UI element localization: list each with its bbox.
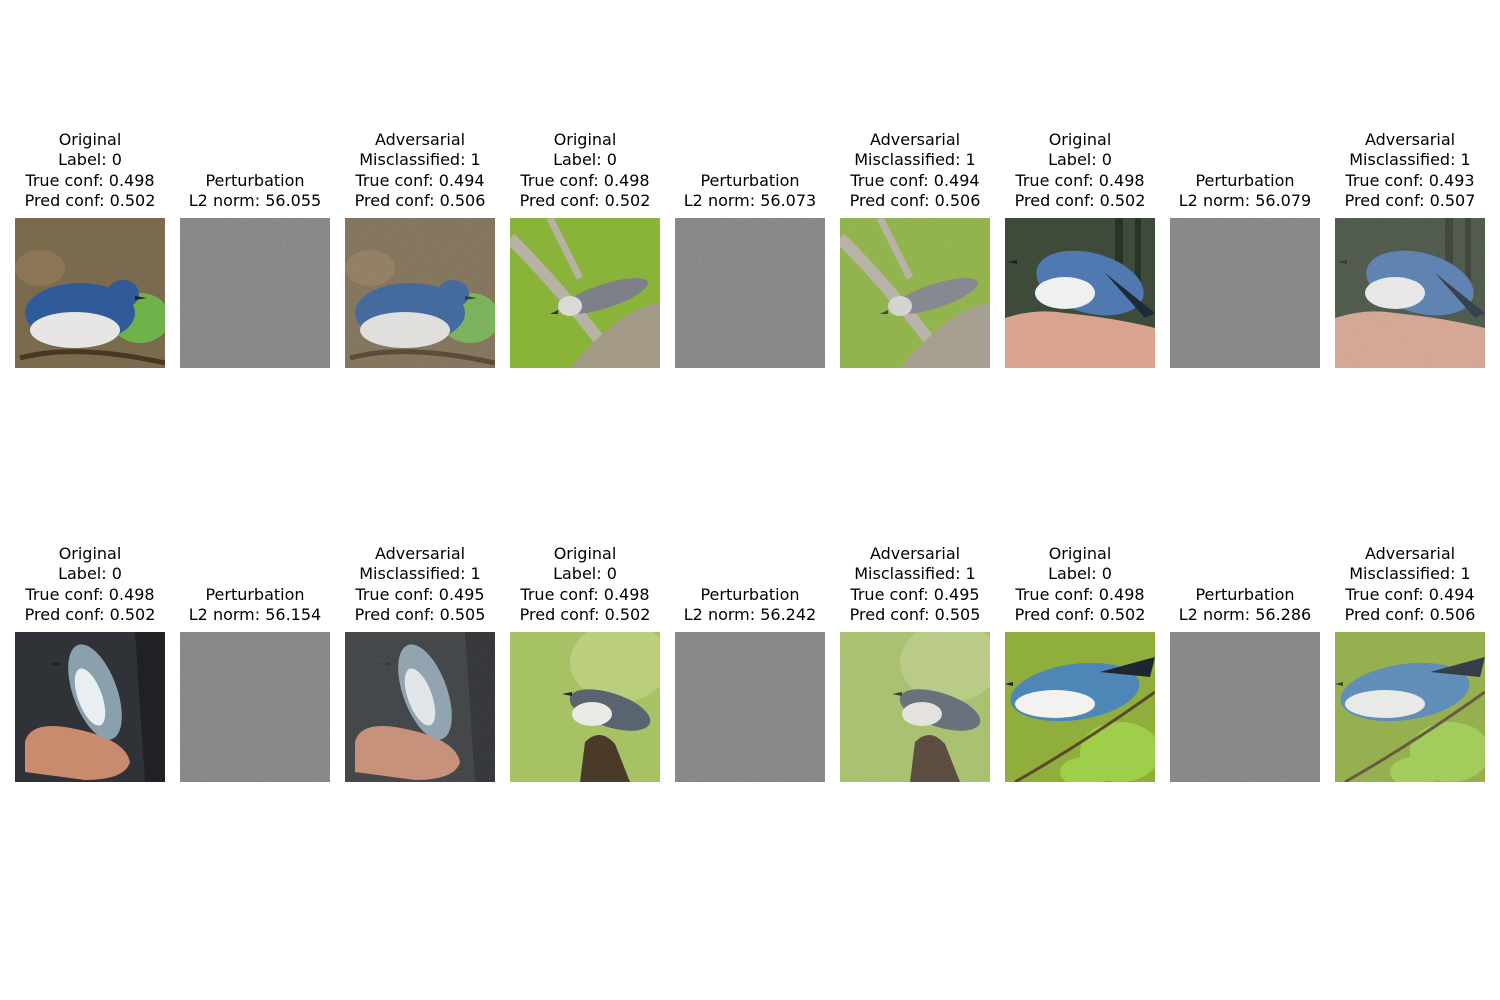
title-line: L2 norm: 56.154: [160, 605, 350, 626]
title-line: Misclassified: 1: [325, 564, 515, 585]
title-line: Pred conf: 0.502: [0, 605, 185, 626]
title-line: Perturbation: [160, 171, 350, 192]
title-line: L2 norm: 56.073: [655, 191, 845, 212]
title-line: Misclassified: 1: [820, 564, 1010, 585]
adversarial-bird-image: [1335, 632, 1485, 782]
title-line: Pred conf: 0.506: [325, 191, 515, 212]
title-line: True conf: 0.495: [820, 585, 1010, 606]
title-line: Pred conf: 0.505: [325, 605, 515, 626]
adversarial-title: Adversarial Misclassified: 1 True conf: 0.…: [325, 544, 515, 626]
title-line: Adversarial: [1315, 130, 1500, 151]
title-line: Adversarial: [325, 544, 515, 565]
title-line: L2 norm: 56.055: [160, 191, 350, 212]
title-line: Adversarial: [820, 544, 1010, 565]
perturbation-title: Perturbation L2 norm: 56.154: [160, 585, 350, 626]
title-line: Pred conf: 0.507: [1315, 191, 1500, 212]
perturbation-image: [675, 218, 825, 368]
title-line: True conf: 0.495: [325, 585, 515, 606]
adversarial-title: Adversarial Misclassified: 1 True conf: 0.…: [820, 544, 1010, 626]
title-line: L2 norm: 56.079: [1150, 191, 1340, 212]
title-line: True conf: 0.494: [820, 171, 1010, 192]
title-line: Label: 0: [0, 150, 185, 171]
title-line: Adversarial: [1315, 544, 1500, 565]
title-line: Misclassified: 1: [820, 150, 1010, 171]
original-title: Original Label: 0 True conf: 0.498 Pred con…: [490, 130, 680, 212]
title-line: Pred conf: 0.502: [985, 605, 1175, 626]
title-line: True conf: 0.494: [1315, 585, 1500, 606]
original-bird-image: [15, 218, 165, 368]
original-title: Original Label: 0 True conf: 0.498 Pred con…: [490, 544, 680, 626]
title-line: True conf: 0.498: [490, 585, 680, 606]
title-line: Original: [985, 544, 1175, 565]
perturbation-image: [180, 632, 330, 782]
title-line: True conf: 0.494: [325, 171, 515, 192]
title-line: True conf: 0.498: [490, 171, 680, 192]
perturbation-title: Perturbation L2 norm: 56.286: [1150, 585, 1340, 626]
original-bird-image: [1005, 218, 1155, 368]
title-line: Perturbation: [160, 585, 350, 606]
title-line: Original: [490, 544, 680, 565]
title-line: Pred conf: 0.502: [490, 191, 680, 212]
original-bird-image: [1005, 632, 1155, 782]
title-line: Label: 0: [490, 150, 680, 171]
perturbation-title: Perturbation L2 norm: 56.055: [160, 171, 350, 212]
title-line: Original: [0, 544, 185, 565]
adversarial-title: Adversarial Misclassified: 1 True conf: 0.…: [1315, 544, 1500, 626]
title-line: Perturbation: [1150, 171, 1340, 192]
original-bird-image: [510, 632, 660, 782]
original-title: Original Label: 0 True conf: 0.498 Pred con…: [985, 544, 1175, 626]
perturbation-image: [180, 218, 330, 368]
title-line: Pred conf: 0.505: [820, 605, 1010, 626]
title-line: Pred conf: 0.502: [490, 605, 680, 626]
title-line: Pred conf: 0.502: [985, 191, 1175, 212]
title-line: Misclassified: 1: [1315, 150, 1500, 171]
original-bird-image: [510, 218, 660, 368]
title-line: Label: 0: [985, 150, 1175, 171]
title-line: Label: 0: [0, 564, 185, 585]
perturbation-image: [675, 632, 825, 782]
title-line: Original: [0, 130, 185, 151]
original-bird-image: [15, 632, 165, 782]
title-line: Pred conf: 0.502: [0, 191, 185, 212]
title-line: Original: [985, 130, 1175, 151]
title-line: Perturbation: [1150, 585, 1340, 606]
title-line: Adversarial: [820, 130, 1010, 151]
perturbation-image: [1170, 218, 1320, 368]
title-line: Misclassified: 1: [1315, 564, 1500, 585]
adversarial-bird-image: [1335, 218, 1485, 368]
title-line: Perturbation: [655, 585, 845, 606]
title-line: Pred conf: 0.506: [1315, 605, 1500, 626]
title-line: L2 norm: 56.242: [655, 605, 845, 626]
title-line: Adversarial: [325, 130, 515, 151]
title-line: Pred conf: 0.506: [820, 191, 1010, 212]
adversarial-title: Adversarial Misclassified: 1 True conf: 0.…: [820, 130, 1010, 212]
perturbation-image: [1170, 632, 1320, 782]
title-line: True conf: 0.498: [985, 585, 1175, 606]
original-title: Original Label: 0 True conf: 0.498 Pred con…: [985, 130, 1175, 212]
adversarial-bird-image: [345, 632, 495, 782]
title-line: Label: 0: [490, 564, 680, 585]
title-line: Original: [490, 130, 680, 151]
title-line: True conf: 0.493: [1315, 171, 1500, 192]
original-title: Original Label: 0 True conf: 0.498 Pred con…: [0, 130, 185, 212]
title-line: True conf: 0.498: [0, 585, 185, 606]
perturbation-title: Perturbation L2 norm: 56.079: [1150, 171, 1340, 212]
title-line: L2 norm: 56.286: [1150, 605, 1340, 626]
title-line: Perturbation: [655, 171, 845, 192]
perturbation-title: Perturbation L2 norm: 56.242: [655, 585, 845, 626]
original-title: Original Label: 0 True conf: 0.498 Pred con…: [0, 544, 185, 626]
adversarial-bird-image: [840, 218, 990, 368]
title-line: True conf: 0.498: [0, 171, 185, 192]
title-line: Label: 0: [985, 564, 1175, 585]
adversarial-title: Adversarial Misclassified: 1 True conf: 0.…: [1315, 130, 1500, 212]
adversarial-bird-image: [840, 632, 990, 782]
perturbation-title: Perturbation L2 norm: 56.073: [655, 171, 845, 212]
title-line: Misclassified: 1: [325, 150, 515, 171]
adversarial-bird-image: [345, 218, 495, 368]
adversarial-title: Adversarial Misclassified: 1 True conf: 0.…: [325, 130, 515, 212]
title-line: True conf: 0.498: [985, 171, 1175, 192]
